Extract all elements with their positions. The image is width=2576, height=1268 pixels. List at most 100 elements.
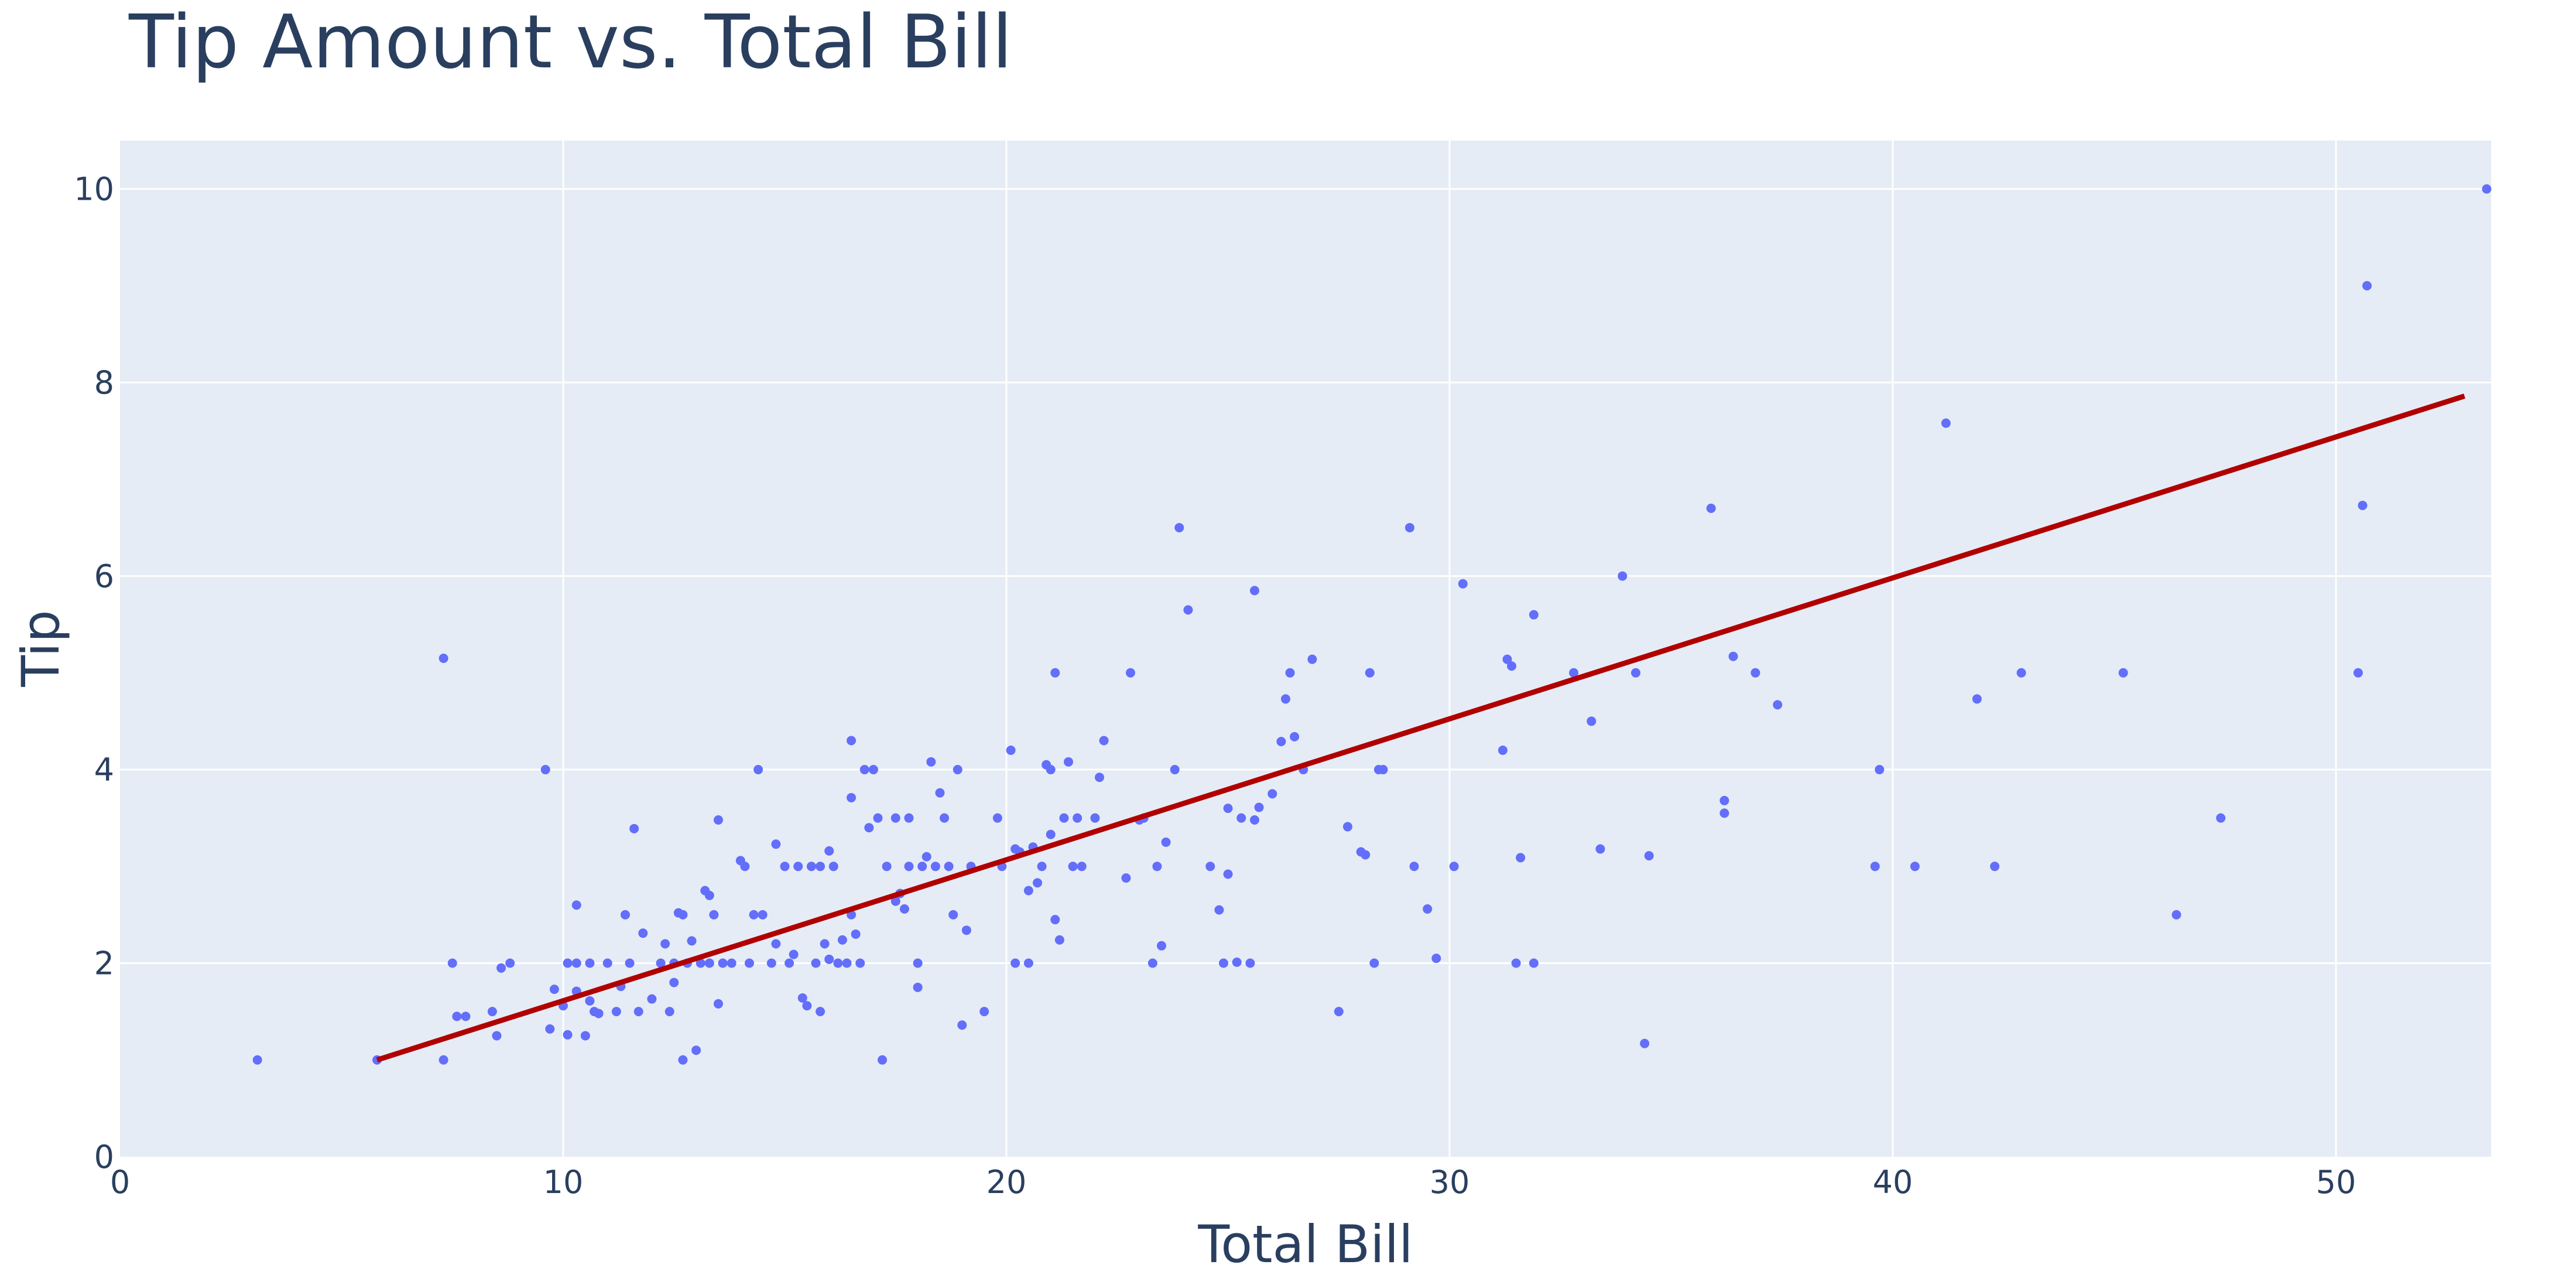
data-point-161 (1280, 694, 1290, 704)
data-point-183 (1511, 958, 1521, 968)
data-point-212 (2358, 500, 2368, 510)
data-point-60 (766, 958, 776, 968)
data-point-40 (678, 1055, 688, 1065)
data-point-205 (1990, 862, 2000, 871)
x-tick-label-2: 20 (986, 1164, 1027, 1201)
data-point-167 (1342, 822, 1352, 832)
data-point-25 (602, 958, 612, 968)
data-point-99 (917, 862, 927, 871)
data-point-148 (1205, 862, 1215, 871)
data-point-52 (718, 958, 728, 968)
data-point-5 (452, 1011, 462, 1021)
data-point-204 (1972, 694, 1982, 704)
data-point-74 (824, 846, 834, 856)
data-point-181 (1502, 654, 1512, 664)
data-point-143 (1156, 941, 1166, 951)
data-point-125 (1046, 765, 1056, 775)
data-point-111 (979, 1007, 989, 1017)
data-point-22 (585, 958, 595, 968)
data-point-8 (492, 1031, 502, 1041)
data-point-70 (811, 958, 821, 968)
data-point-24 (594, 1009, 604, 1018)
data-point-63 (780, 862, 790, 871)
data-point-159 (1268, 789, 1277, 799)
data-point-128 (1054, 935, 1064, 945)
y-tick-label-3: 6 (94, 558, 114, 595)
data-point-53 (727, 958, 737, 968)
data-point-29 (625, 958, 635, 968)
data-point-156 (1249, 815, 1259, 825)
y-tick-label-5: 10 (74, 171, 114, 208)
data-point-196 (1719, 808, 1729, 818)
data-point-47 (704, 958, 714, 968)
x-tick-label-3: 30 (1430, 1164, 1470, 1201)
data-point-180 (1498, 746, 1508, 755)
data-point-20 (580, 1031, 590, 1041)
data-point-75 (824, 954, 834, 964)
data-point-88 (873, 813, 883, 823)
data-point-171 (1369, 958, 1379, 968)
data-point-83 (851, 929, 861, 939)
data-point-16 (563, 1030, 573, 1040)
data-point-184 (1516, 853, 1526, 863)
data-point-124 (1046, 829, 1056, 839)
data-point-26 (611, 1007, 621, 1017)
data-point-182 (1507, 661, 1517, 671)
data-point-195 (1719, 795, 1729, 805)
data-point-186 (1529, 958, 1539, 968)
data-point-174 (1405, 522, 1414, 532)
data-point-92 (890, 813, 900, 823)
data-point-103 (935, 788, 945, 798)
data-point-158 (1254, 802, 1264, 812)
data-point-64 (785, 958, 794, 968)
data-point-126 (1050, 915, 1060, 925)
data-point-81 (847, 736, 857, 746)
data-point-203 (1941, 418, 1951, 428)
data-point-141 (1147, 958, 1157, 968)
x-axis-ticks: 0 10 20 30 40 50 (110, 1164, 2356, 1201)
data-point-55 (740, 862, 750, 871)
data-point-187 (1568, 668, 1578, 678)
data-point-151 (1223, 869, 1233, 879)
data-point-33 (647, 994, 657, 1004)
data-point-38 (669, 978, 679, 987)
data-point-77 (833, 958, 843, 968)
data-point-2 (439, 1055, 448, 1065)
x-tick-label-5: 50 (2316, 1164, 2356, 1201)
data-point-121 (1033, 878, 1043, 888)
data-point-207 (2118, 668, 2128, 678)
data-point-28 (620, 910, 630, 920)
data-point-152 (1223, 804, 1233, 814)
data-point-85 (859, 765, 869, 775)
data-point-150 (1218, 958, 1228, 968)
y-axis-title: Tip (11, 610, 71, 687)
data-point-208 (2171, 910, 2181, 920)
data-point-71 (816, 862, 825, 871)
data-point-173 (1378, 765, 1388, 775)
data-point-34 (656, 958, 666, 968)
data-point-15 (563, 958, 573, 968)
data-point-32 (638, 928, 648, 938)
x-tick-label-0: 0 (110, 1164, 130, 1201)
data-point-107 (953, 765, 962, 775)
data-point-4 (447, 958, 457, 968)
data-point-94 (899, 904, 909, 914)
data-point-86 (864, 823, 874, 833)
data-point-10 (505, 958, 515, 968)
data-point-49 (709, 910, 719, 920)
data-point-35 (660, 939, 670, 949)
data-point-36 (664, 1007, 674, 1017)
data-point-87 (868, 765, 878, 775)
data-point-80 (847, 792, 857, 802)
x-tick-label-4: 40 (1873, 1164, 1913, 1201)
y-axis-ticks: 0 2 4 6 8 10 (74, 171, 114, 1175)
data-point-197 (1728, 651, 1738, 661)
data-point-50 (713, 815, 723, 825)
data-point-213 (2482, 184, 2492, 194)
data-point-7 (487, 1007, 497, 1017)
data-point-57 (749, 910, 759, 920)
data-point-190 (1618, 571, 1628, 581)
data-point-169 (1361, 850, 1371, 860)
data-point-166 (1334, 1007, 1344, 1017)
data-point-62 (771, 839, 781, 849)
